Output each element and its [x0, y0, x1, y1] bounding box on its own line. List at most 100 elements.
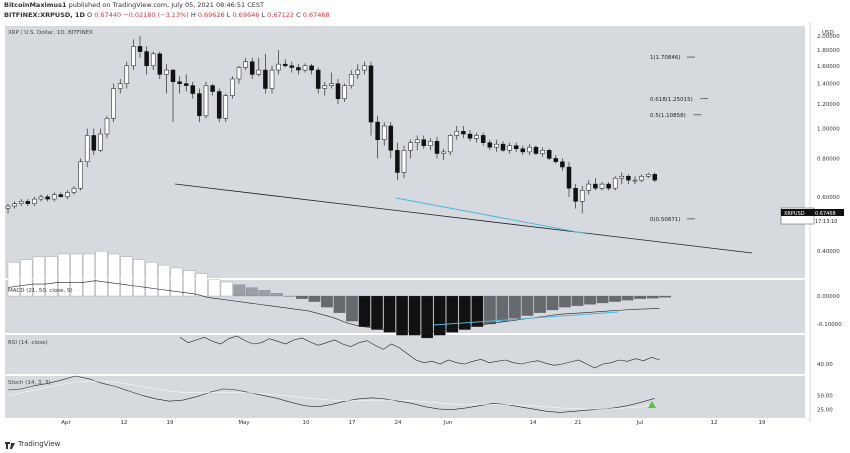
macd-bar	[358, 295, 371, 327]
high-label: H	[190, 11, 196, 19]
candle-up	[84, 135, 90, 163]
macd-bar	[521, 295, 534, 316]
candle-up	[104, 118, 110, 135]
candle-down	[461, 131, 466, 135]
macd-bar	[32, 256, 45, 297]
candle-up	[342, 85, 347, 100]
change-value: −0.02180 (−3.13%)	[123, 11, 189, 19]
candle-down	[263, 69, 268, 89]
candle-up	[124, 65, 130, 84]
price-tag-symbol-bg	[781, 209, 814, 216]
candle-up	[223, 95, 229, 119]
candle-up	[494, 143, 499, 148]
candle-up	[645, 174, 651, 177]
price-axis-bg	[810, 22, 850, 437]
candle-down	[593, 183, 598, 189]
candle-down	[183, 83, 189, 86]
macd-bar	[559, 295, 571, 308]
candle-down	[606, 183, 611, 189]
macd-bar	[195, 273, 208, 297]
time-axis-tick: 17	[349, 420, 356, 426]
price-axis-tick: 0.80000	[817, 156, 840, 162]
rsi-pane-title: RSI (14, close)	[8, 340, 48, 346]
candle-up	[131, 46, 136, 67]
low-value: 0.69646	[232, 11, 260, 19]
macd-bar	[220, 281, 233, 297]
candle-down	[309, 65, 314, 71]
candle-down	[560, 161, 565, 168]
macd-bar	[509, 295, 521, 319]
candle-up	[230, 78, 235, 96]
macd-bar	[346, 295, 358, 322]
macd-signal-line	[7, 280, 660, 334]
candle-down	[58, 194, 64, 198]
macd-bar	[471, 295, 484, 327]
macd-bar	[183, 270, 196, 297]
candle-up	[98, 133, 103, 151]
candle-up	[276, 63, 281, 71]
macd-bar	[659, 295, 672, 298]
stoch-axis-tick: 50.00	[817, 394, 833, 400]
macd-bar	[270, 293, 283, 297]
candle-up	[428, 140, 433, 146]
macd-pane-title: MACD (21, 50, close, 9)	[8, 288, 73, 294]
stoch-buy-signal-icon	[648, 401, 656, 408]
time-axis-tick: Jul	[636, 420, 644, 426]
macd-bar	[233, 284, 246, 297]
price-tag-symbol: XRPUSD	[784, 211, 805, 217]
chart-canvas[interactable]: 1(1.70846) 0.618(1.25015) 0.5(1.10858) 0(0.…	[0, 22, 850, 437]
candle-down	[25, 201, 31, 204]
candle-down	[210, 85, 215, 92]
symbol-label: BITFINEX:XRPUSD, 1D	[4, 11, 85, 19]
candle-up	[348, 74, 354, 86]
candle-up	[51, 194, 57, 200]
candle-up	[117, 83, 123, 89]
macd-bar	[158, 265, 170, 297]
candle-up	[18, 201, 24, 204]
candle-up	[71, 187, 77, 193]
close-value-2: 0.67468	[302, 11, 330, 19]
macd-bar	[433, 295, 446, 336]
author-name[interactable]: BitcoinMaximus1	[4, 1, 67, 9]
macd-bar	[496, 295, 509, 322]
tradingview-brand[interactable]: TradingView	[18, 440, 61, 448]
macd-bar	[634, 295, 647, 299]
macd-bar	[83, 253, 95, 297]
candle-down	[395, 150, 400, 173]
candle-up	[329, 83, 334, 86]
stoch-d-line	[7, 380, 655, 410]
time-axis-tick: 24	[395, 420, 402, 426]
candle-up	[164, 69, 169, 75]
candle-down	[137, 46, 143, 52]
candle-down	[368, 65, 374, 123]
time-axis-tick: 12	[711, 420, 718, 426]
candle-up	[527, 146, 532, 153]
candle-down	[652, 174, 658, 181]
macd-bar	[371, 295, 383, 330]
candle-up	[586, 183, 592, 191]
candle-down	[500, 143, 506, 151]
candle-down	[144, 51, 149, 67]
macd-bar	[458, 295, 471, 330]
macd-bar	[258, 290, 271, 297]
candle-down	[157, 53, 163, 75]
candle-up	[150, 53, 156, 67]
candle-down	[533, 146, 539, 154]
macd-bar	[383, 295, 396, 333]
candle-down	[421, 139, 427, 146]
candle-up	[203, 85, 209, 117]
stoch-axis-tick: 25.00	[817, 408, 833, 414]
price-divergence-line	[395, 197, 589, 235]
candle-down	[388, 125, 394, 151]
candle-down	[282, 63, 288, 67]
price-tag-countdown: 17:13:10	[815, 219, 837, 225]
candle-up	[408, 142, 413, 151]
macd-bar	[7, 262, 20, 297]
macd-bar	[120, 256, 133, 297]
candle-up	[256, 69, 262, 75]
macd-bar	[133, 259, 145, 297]
publish-info: BitcoinMaximus1 published on TradingView…	[4, 1, 264, 9]
macd-axis-tick: 0.00000	[817, 294, 840, 300]
macd-bar	[596, 295, 609, 304]
price-axis-tick: 1.40000	[817, 82, 840, 88]
